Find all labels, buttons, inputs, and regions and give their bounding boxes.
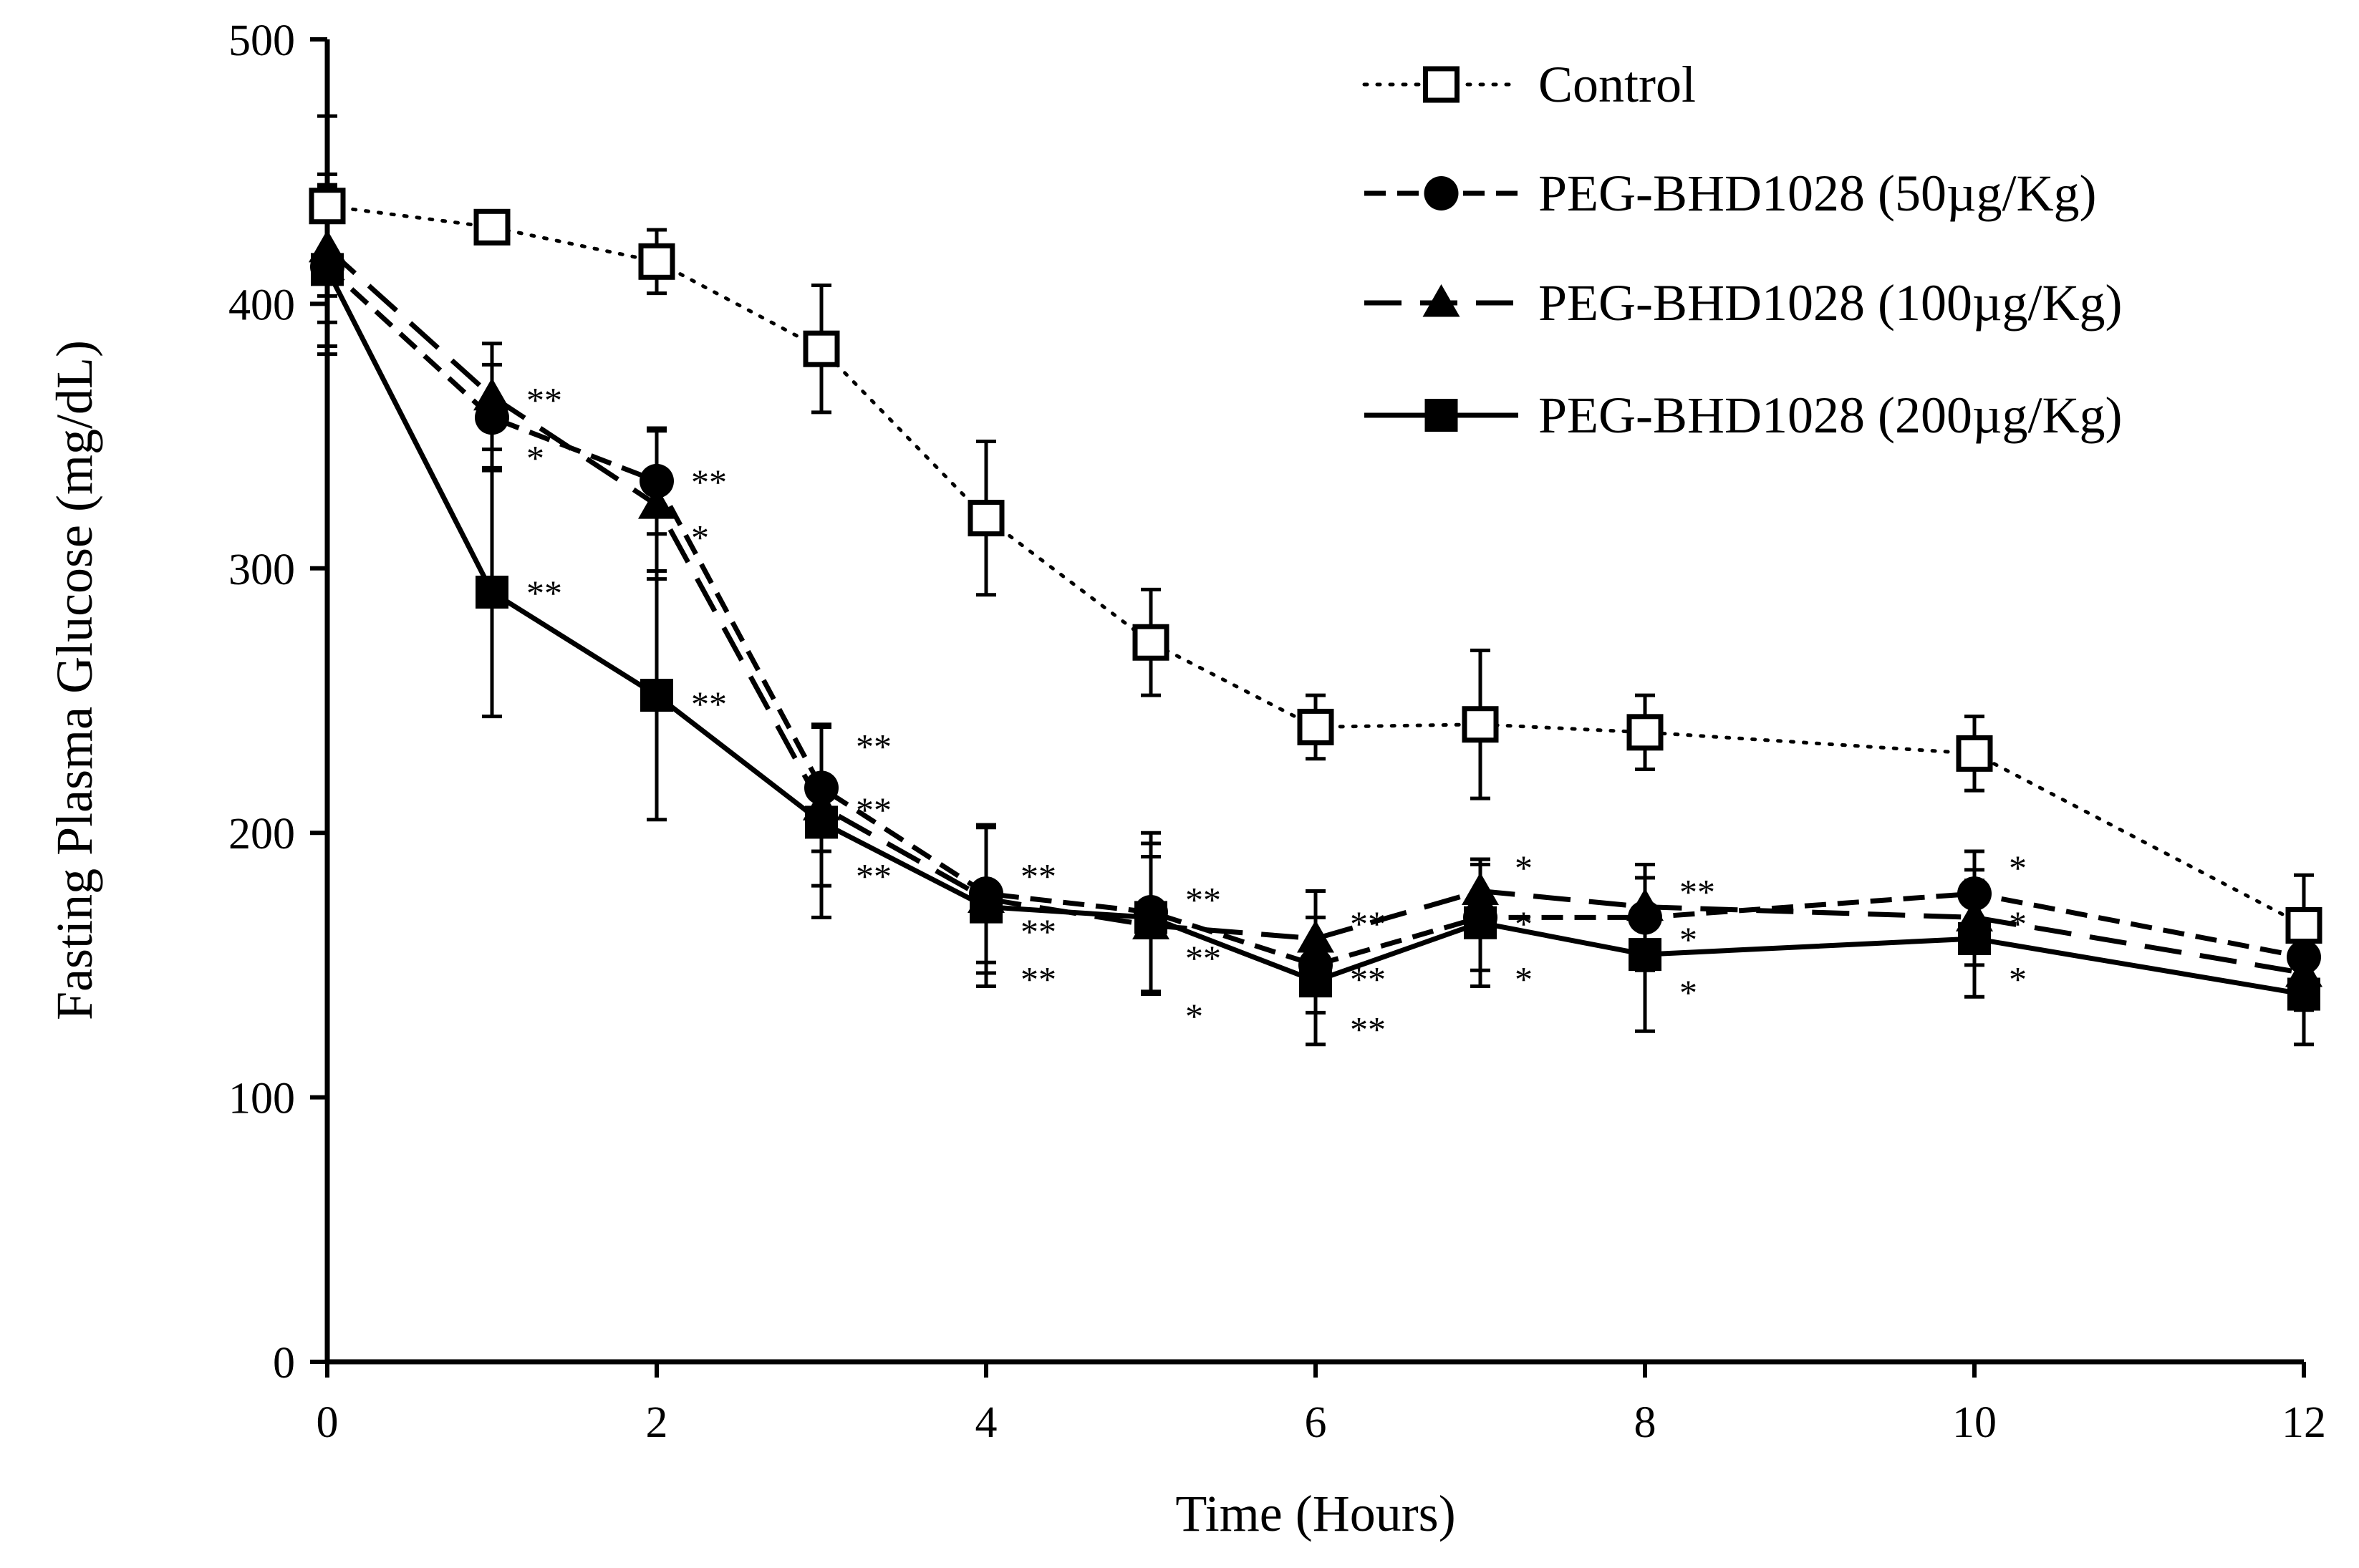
y-tick-label: 400 [228, 281, 295, 329]
y-axis-title: Fasting Plasma Glucose (mg/dL) [46, 340, 103, 1020]
data-point-marker [803, 330, 840, 367]
significance-mark: * [526, 438, 544, 478]
y-tick-label: 300 [228, 546, 295, 594]
series-markers [311, 253, 2320, 1011]
significance-mark: ** [1021, 856, 1056, 896]
significance-annotations: **************** ************************… [526, 379, 2027, 1049]
data-point-marker [1626, 888, 1664, 921]
significance-mark: ** [1679, 871, 1715, 911]
series-line [325, 246, 2305, 976]
data-point-marker [1423, 66, 1460, 103]
y-tick-label: 500 [228, 16, 295, 65]
significance-mark: ** [856, 856, 892, 896]
legend-label: PEG-BHD1028 (50µg/Kg) [1538, 165, 2096, 222]
data-point-marker [640, 463, 674, 498]
significance-mark: * [1515, 959, 1533, 999]
significance-mark: * [1515, 848, 1533, 888]
significance-mark: ** [856, 790, 892, 830]
significance-mark: * [1679, 919, 1697, 959]
significance-mark: ** [526, 573, 562, 613]
data-point-marker [1958, 921, 1991, 955]
axes: 0 100 200 300 400 500 0 2 4 6 8 10 12 [228, 16, 2326, 1447]
significance-mark: ** [1350, 1010, 1386, 1050]
plot-area [309, 114, 2322, 1047]
x-tick-label: 8 [1634, 1398, 1656, 1447]
data-point-marker [1297, 919, 1334, 953]
data-point-marker [640, 679, 673, 712]
series-line [324, 268, 2305, 997]
data-point-marker [1462, 872, 1499, 905]
data-point-marker [476, 576, 508, 609]
data-point-marker [1957, 876, 1992, 911]
data-point-marker [473, 377, 511, 411]
legend-label: Control [1538, 56, 1696, 113]
data-point-marker [638, 486, 675, 519]
data-point-marker [1422, 284, 1460, 317]
data-point-marker [1297, 708, 1334, 745]
data-point-marker [1629, 938, 1661, 972]
data-point-marker [1424, 399, 1458, 432]
legend: Control PEG-BHD1028 (50µg/Kg) PEG-BHD1028 … [1362, 56, 2122, 444]
y-tick-label: 0 [273, 1339, 295, 1388]
x-tick-label: 4 [975, 1398, 998, 1447]
significance-mark: ** [1350, 904, 1386, 944]
significance-mark: ** [1350, 959, 1386, 999]
data-point-marker [1424, 176, 1459, 210]
data-point-marker [1462, 706, 1499, 743]
data-point-marker [2287, 977, 2320, 1011]
data-point-marker [1132, 624, 1169, 661]
x-tick-label: 10 [1952, 1398, 1997, 1447]
significance-mark: * [1185, 996, 1203, 1036]
significance-mark: ** [1021, 911, 1056, 952]
data-point-marker [1299, 964, 1332, 998]
significance-mark: * [2009, 959, 2027, 999]
significance-mark: * [2009, 848, 2027, 888]
significance-mark: ** [1021, 959, 1056, 999]
significance-mark: ** [856, 726, 892, 766]
data-point-marker [1626, 714, 1664, 751]
significance-mark: * [691, 517, 709, 557]
data-point-marker [805, 805, 838, 839]
significance-mark: ** [691, 684, 727, 724]
data-point-marker [2285, 906, 2322, 944]
series-line [325, 265, 2305, 968]
data-point-marker [970, 890, 1003, 924]
data-point-marker [638, 243, 675, 280]
data-point-marker [1134, 901, 1167, 934]
data-point-marker [309, 188, 346, 225]
x-axis-title: Time (Hours) [1175, 1485, 1455, 1542]
x-tick-label: 2 [646, 1398, 668, 1447]
x-tick-label: 0 [317, 1398, 339, 1447]
significance-mark: * [2009, 904, 2027, 944]
x-tick-label: 6 [1305, 1398, 1327, 1447]
significance-mark: * [1515, 904, 1533, 944]
x-tick-label: 12 [2282, 1398, 2326, 1447]
significance-mark: ** [691, 462, 727, 502]
error-bars [317, 114, 2314, 978]
significance-mark: * [1679, 972, 1697, 1012]
legend-label: PEG-BHD1028 (100µg/Kg) [1538, 274, 2122, 331]
legend-label: PEG-BHD1028 (200µg/Kg) [1538, 387, 2122, 444]
data-point-marker [968, 500, 1005, 537]
series-markers [309, 188, 2322, 944]
y-tick-label: 100 [228, 1075, 295, 1123]
series-line [325, 204, 2306, 927]
data-point-marker [311, 253, 344, 286]
significance-mark: ** [526, 379, 562, 420]
significance-mark: ** [1185, 938, 1221, 978]
data-point-marker [1464, 906, 1497, 939]
y-tick-label: 200 [228, 810, 295, 858]
significance-mark: ** [1185, 880, 1221, 920]
data-point-marker [1956, 735, 1993, 772]
data-point-marker [473, 208, 511, 246]
